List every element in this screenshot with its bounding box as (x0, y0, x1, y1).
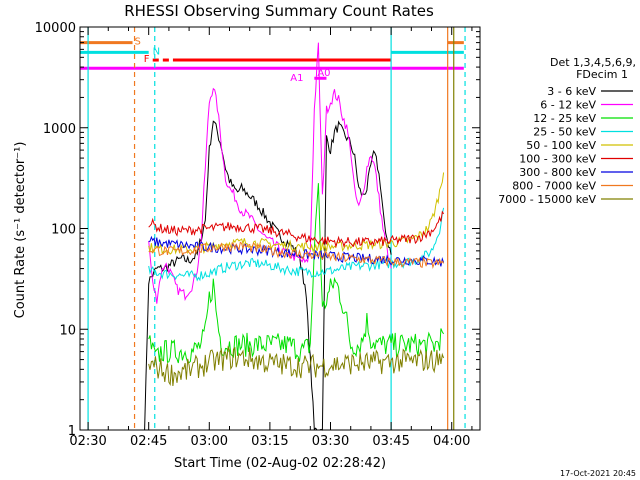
legend-header-line-2: FDecim 1 (576, 68, 628, 81)
legend-label-4: 50 - 100 keV (526, 139, 596, 152)
legend-label-7: 800 - 7000 keV (512, 180, 596, 193)
x-tick-label: 03:00 (191, 434, 228, 449)
legend-label-3: 25 - 50 keV (533, 126, 596, 139)
x-tick-label: 03:45 (372, 434, 409, 449)
legend-header-line-1: Det 1,3,4,5,6,9, (550, 56, 636, 69)
series-line-0 (144, 120, 392, 431)
series-layer (144, 42, 445, 431)
y-tick-label: 1000 (43, 122, 76, 137)
x-tick-label: 02:30 (69, 434, 106, 449)
legend-label-8: 7000 - 15000 keV (498, 193, 596, 206)
x-tick-label: 03:30 (312, 434, 349, 449)
legend-label-0: 3 - 6 keV (547, 85, 596, 98)
x-axis-ticks: 02:30 02:45 03:00 03:15 03:30 03:45 04:00 (69, 27, 473, 449)
flag-label-f: F (144, 54, 150, 65)
legend-label-1: 6 - 12 keV (540, 99, 596, 112)
y-tick-label: 10000 (35, 21, 76, 36)
series-line-1 (148, 42, 392, 304)
x-tick-label: 03:15 (251, 434, 288, 449)
flag-label-a0: A0 (317, 68, 330, 79)
series-line-7 (148, 241, 445, 270)
footer-date: 17-Oct-2021 20:45 (560, 469, 636, 478)
y-axis-label: Count Rate (s⁻¹ detector⁻¹) (13, 142, 28, 319)
chart-title: RHESSI Observing Summary Count Rates (124, 2, 434, 20)
x-axis-label: Start Time (02-Aug-02 02:28:42) (174, 456, 386, 471)
flags-layer: S NF A1 A0 (80, 37, 464, 84)
legend-label-2: 12 - 25 keV (533, 112, 596, 125)
y-tick-label: 10 (59, 323, 76, 338)
y-axis-ticks: 1 10 100 1000 10000 (35, 21, 480, 439)
flag-label-n: N (153, 46, 160, 57)
plot-frame (79, 26, 481, 431)
vertical-markers-layer (87, 27, 466, 430)
series-line-3 (148, 207, 445, 282)
x-tick-label: 04:00 (433, 434, 470, 449)
y-tick-label: 100 (51, 223, 76, 238)
legend-label-6: 300 - 800 keV (519, 166, 596, 179)
series-line-2 (148, 183, 445, 364)
y-tick-label: 1 (68, 424, 76, 439)
series-line-5 (148, 210, 445, 249)
series-line-8 (148, 345, 445, 387)
flag-label-s: S (135, 37, 141, 48)
legend-label-5: 100 - 300 keV (519, 153, 596, 166)
flag-label-a1: A1 (290, 73, 303, 84)
series-line-4 (148, 172, 445, 255)
x-tick-label: 02:45 (130, 434, 167, 449)
